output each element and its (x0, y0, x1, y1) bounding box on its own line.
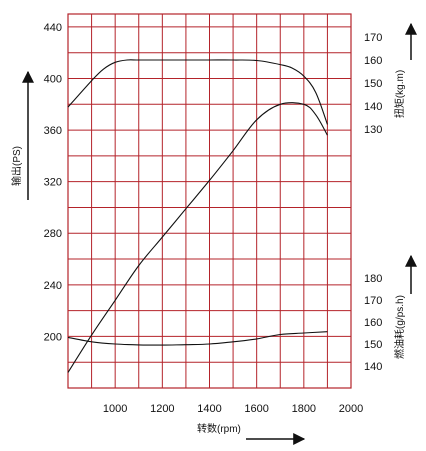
fuel-tick-labels: 140 150 160 170 180 (364, 273, 382, 373)
torque-curve (67, 59, 328, 125)
torque-tick-label: 160 (364, 55, 382, 67)
x-tick-label: 1800 (292, 403, 316, 415)
power-curve (67, 102, 328, 373)
x-tick-label: 1600 (244, 403, 268, 415)
torque-tick-label: 170 (364, 32, 382, 44)
torque-tick-labels: 130 140 150 160 170 (364, 32, 382, 136)
torque-tick-label: 150 (364, 78, 382, 90)
plot-frame (67, 13, 352, 389)
left-axis-label: 输出(PS) (10, 146, 23, 186)
torque-axis-label: 扭矩(kg.m) (393, 70, 406, 118)
fuel-tick-label: 180 (364, 273, 382, 285)
series-lines (67, 59, 328, 373)
left-tick-label: 280 (44, 228, 62, 240)
x-tick-label: 1400 (197, 403, 221, 415)
left-tick-label: 360 (44, 125, 62, 137)
fuel-tick-label: 170 (364, 295, 382, 307)
left-tick-labels: 200 240 280 320 360 400 440 (44, 22, 62, 344)
torque-tick-label: 130 (364, 124, 382, 136)
left-tick-label: 440 (44, 22, 62, 34)
fuel-tick-label: 160 (364, 317, 382, 329)
x-tick-labels: 1000 1200 1400 1600 1800 2000 (103, 403, 363, 415)
x-tick-label: 2000 (339, 403, 363, 415)
left-tick-label: 240 (44, 280, 62, 292)
x-tick-label: 1000 (103, 403, 127, 415)
left-tick-label: 400 (44, 73, 62, 85)
x-axis-label: 转数(rpm) (197, 422, 241, 435)
fuel-axis-label: 燃油耗(g/ps.h) (393, 295, 406, 359)
grid (67, 14, 352, 389)
left-tick-label: 320 (44, 177, 62, 189)
x-tick-label: 1200 (150, 403, 174, 415)
fuel-tick-label: 150 (364, 339, 382, 351)
torque-tick-label: 140 (364, 101, 382, 113)
fuel-tick-label: 140 (364, 361, 382, 373)
fuel-curve (67, 331, 328, 346)
left-tick-label: 200 (44, 331, 62, 343)
